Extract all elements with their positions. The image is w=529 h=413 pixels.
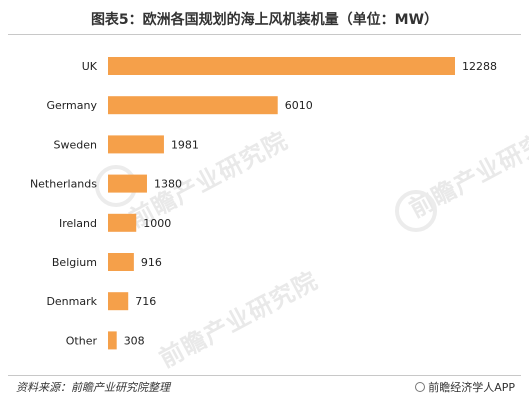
bar — [108, 253, 134, 271]
category-label: Sweden — [54, 138, 97, 151]
category-label: UK — [82, 60, 98, 73]
value-label: 1981 — [171, 138, 199, 151]
value-label: 716 — [135, 295, 156, 308]
value-label: 916 — [141, 256, 162, 269]
chart-title: 图表5：欧洲各国规划的海上风机装机量（单位：MW） — [90, 12, 439, 28]
watermark-logo — [395, 190, 437, 232]
bar — [108, 174, 147, 193]
value-label: 1000 — [143, 217, 171, 230]
bar — [108, 57, 455, 75]
footer-divider — [8, 375, 521, 376]
value-label: 308 — [124, 334, 145, 347]
brand-logo-icon — [415, 382, 426, 392]
bar — [108, 331, 117, 350]
category-label: Ireland — [59, 217, 97, 230]
value-label: 1380 — [154, 178, 182, 191]
value-label: 12288 — [462, 60, 497, 73]
category-label: Germany — [46, 99, 97, 112]
bar — [108, 135, 164, 154]
bar — [108, 96, 278, 115]
category-label: Other — [66, 334, 98, 347]
brand-name: 前瞻经济学人APP — [428, 381, 515, 394]
bar — [108, 213, 137, 232]
source-note: 资料来源：前瞻产业研究院整理 — [16, 381, 170, 394]
category-label: Belgium — [52, 256, 97, 269]
value-label: 6010 — [285, 99, 313, 112]
bar — [108, 292, 129, 311]
title-divider — [8, 34, 521, 35]
brand-credit: 前瞻经济学人APP — [415, 379, 515, 395]
category-label: Denmark — [46, 295, 97, 308]
category-label: Netherlands — [30, 178, 97, 191]
